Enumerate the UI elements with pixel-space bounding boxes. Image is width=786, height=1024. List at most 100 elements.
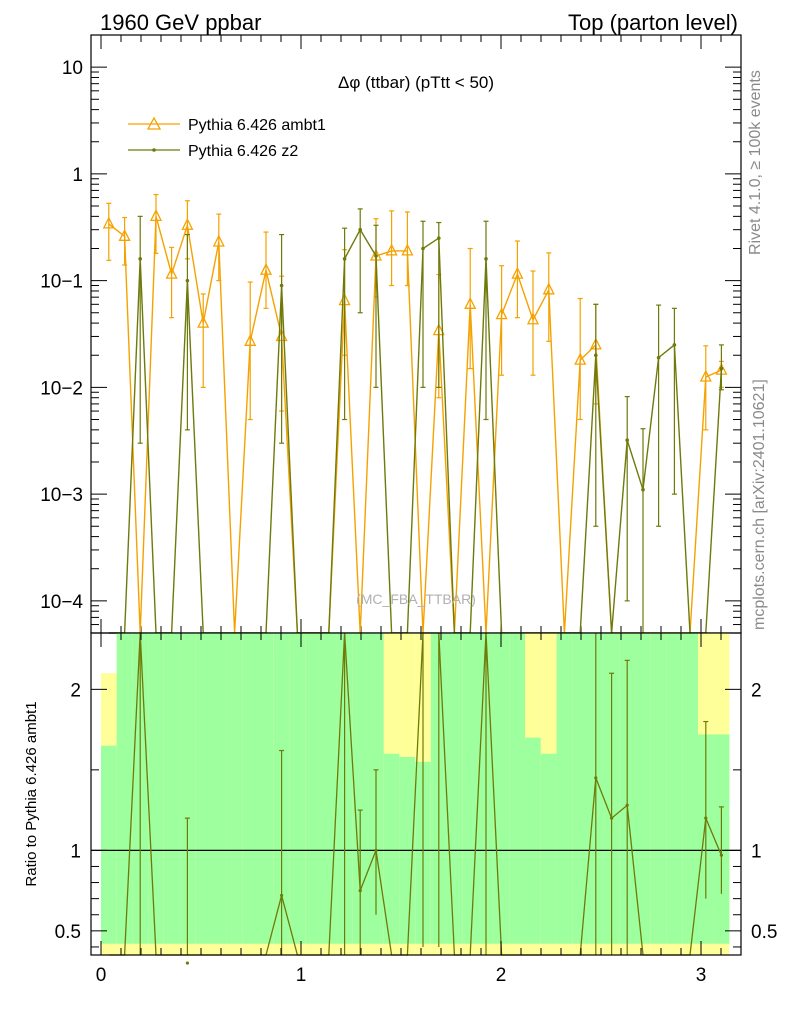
data-point-triangle bbox=[574, 352, 587, 365]
band-green bbox=[462, 633, 478, 944]
mcplots-reference-label: mcplots.cern.ch [arXiv:2401.10621] bbox=[751, 379, 768, 630]
ratio-y-axis-label: Ratio to Pythia 6.426 ambt1 bbox=[23, 701, 40, 886]
data-point-dot bbox=[279, 283, 284, 288]
ratio-point bbox=[185, 961, 189, 965]
y-tick-label: 10−3 bbox=[40, 485, 83, 506]
data-point-triangle bbox=[165, 266, 178, 279]
data-point-dot bbox=[185, 278, 190, 283]
rivet-version-label: Rivet 4.1.0, ≥ 100k events bbox=[747, 70, 764, 255]
legend-label-z2: Pythia 6.426 z2 bbox=[188, 143, 298, 160]
band-green bbox=[163, 633, 180, 944]
header-process-label: Top (parton level) bbox=[568, 10, 738, 35]
band-green bbox=[666, 633, 683, 944]
band-green bbox=[195, 633, 211, 944]
data-point-dot bbox=[672, 343, 677, 347]
series-z2 bbox=[108, 208, 724, 634]
band-green bbox=[352, 633, 368, 944]
data-point-triangle bbox=[699, 369, 712, 382]
x-tick-label: 0 bbox=[96, 965, 107, 986]
ratio-plot-area: 0.5 0.5 1 1 2 2 0 1 2 3 Ratio to Pythia 6.426 amb… bbox=[23, 632, 777, 986]
y-tick-label: 10−4 bbox=[40, 592, 83, 613]
header-energy-label: 1960 GeV ppbar bbox=[100, 10, 261, 35]
series-ambt1 bbox=[102, 193, 728, 634]
legend: Pythia 6.426 ambt1 Pythia 6.426 z2 bbox=[128, 116, 326, 160]
data-point-triangle bbox=[197, 315, 210, 328]
data-point-dot bbox=[484, 257, 488, 261]
data-point-dot bbox=[594, 353, 598, 358]
x-tick-label: 2 bbox=[496, 965, 507, 986]
data-point-triangle bbox=[181, 217, 194, 230]
data-point-triangle bbox=[244, 333, 257, 346]
ratio-point bbox=[358, 889, 362, 893]
data-point-dot bbox=[342, 257, 347, 261]
data-point-triangle bbox=[542, 282, 555, 295]
data-point-triangle bbox=[102, 216, 115, 229]
ratio-y-tick-label: 1 bbox=[70, 841, 81, 862]
x-tick-label: 1 bbox=[296, 965, 307, 986]
data-point-triangle bbox=[526, 312, 540, 325]
legend-triangle-icon bbox=[146, 116, 162, 130]
data-point-triangle bbox=[149, 208, 163, 222]
ratio-bands-layer bbox=[91, 633, 741, 955]
ratio-axes: 0.5 0.5 1 1 2 2 0 1 2 3 bbox=[55, 633, 777, 986]
main-plot-area: 10 1 10−1 10−2 10−3 10−4 Δφ (ttbar) (pTtt < 5… bbox=[40, 34, 742, 634]
ratio-y-tick-label-right: 0.5 bbox=[751, 922, 777, 943]
data-point-triangle bbox=[385, 243, 398, 256]
chart-title: Δφ (ttbar) (pTtt < 50) bbox=[338, 73, 494, 92]
y-tick-label: 10−2 bbox=[40, 378, 83, 399]
ratio-frame bbox=[90, 632, 742, 956]
data-point-dot bbox=[421, 246, 425, 251]
band-green bbox=[509, 633, 525, 944]
data-point-dot bbox=[374, 254, 378, 258]
data-point-dot bbox=[625, 438, 629, 442]
band-green bbox=[383, 753, 400, 944]
ratio-point bbox=[719, 853, 724, 857]
ratio-y-tick-label-right: 1 bbox=[751, 841, 762, 862]
y-tick-label: 1 bbox=[72, 165, 83, 186]
ratio-point bbox=[610, 816, 614, 820]
data-point-triangle bbox=[118, 228, 131, 241]
legend-label-ambt1: Pythia 6.426 ambt1 bbox=[188, 117, 326, 134]
band-green bbox=[179, 633, 196, 944]
legend-entry-z2: Pythia 6.426 z2 bbox=[128, 143, 298, 160]
band-green bbox=[226, 633, 243, 944]
x-tick-label: 3 bbox=[696, 965, 707, 986]
band-green bbox=[242, 633, 258, 944]
ratio-point bbox=[280, 893, 284, 898]
band-green bbox=[116, 633, 133, 944]
band-green bbox=[635, 633, 651, 944]
band-green bbox=[289, 633, 306, 944]
band-green bbox=[525, 737, 541, 944]
legend-entry-ambt1: Pythia 6.426 ambt1 bbox=[128, 116, 326, 134]
data-point-triangle bbox=[511, 266, 524, 279]
data-point-triangle bbox=[495, 307, 508, 320]
data-point-dot bbox=[138, 257, 142, 261]
band-green bbox=[101, 745, 117, 944]
main-axes: 10 1 10−1 10−2 10−3 10−4 bbox=[40, 34, 741, 634]
ratio-y-tick-label: 2 bbox=[70, 680, 81, 701]
analysis-watermark: (MC_FBA_TTBAR) bbox=[356, 591, 476, 607]
y-tick-label: 10−1 bbox=[40, 272, 83, 293]
data-point-triangle bbox=[259, 262, 273, 275]
band-green bbox=[556, 633, 573, 944]
ratio-point bbox=[594, 776, 598, 780]
data-point-dot bbox=[437, 236, 441, 240]
data-point-dot bbox=[358, 227, 363, 232]
band-green bbox=[650, 633, 667, 944]
band-green bbox=[258, 633, 274, 944]
ratio-point bbox=[374, 848, 378, 852]
data-point-triangle bbox=[212, 234, 225, 247]
band-green bbox=[682, 633, 698, 944]
ratio-point bbox=[704, 816, 708, 820]
data-point-dot bbox=[641, 487, 645, 492]
band-green bbox=[540, 753, 557, 944]
data-point-dot bbox=[656, 355, 661, 360]
main-series-layer bbox=[102, 193, 728, 634]
ratio-y-tick-label: 0.5 bbox=[55, 922, 81, 943]
legend-dot-icon bbox=[152, 148, 156, 152]
band-green bbox=[493, 633, 510, 944]
data-point-triangle bbox=[401, 243, 414, 256]
band-green bbox=[148, 633, 164, 944]
ratio-y-tick-label-right: 2 bbox=[751, 680, 762, 701]
